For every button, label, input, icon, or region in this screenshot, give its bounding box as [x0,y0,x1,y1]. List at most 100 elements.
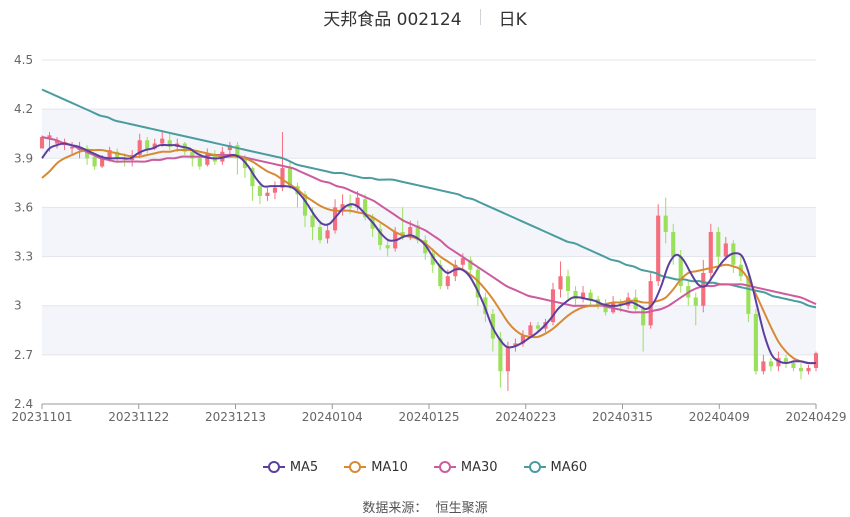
x-tick-label: 20240315 [592,410,653,424]
candle-body [663,215,668,232]
chart-legend: MA5 MA10 MA30 MA60 [0,456,850,478]
candle-body [430,253,435,265]
ma60-line [41,88,817,309]
candle-body [468,259,473,270]
x-tick-label: 20240409 [689,410,750,424]
data-source: 数据来源： 恒生聚源 [0,497,850,516]
candle-body [47,135,52,139]
legend-marker-icon [433,461,456,473]
candle-body [528,325,533,336]
legend-marker-icon [344,461,367,473]
candle-body [813,353,819,368]
candle-body [641,308,646,326]
y-tick-label: 3.9 [14,151,33,165]
ma10-line [41,148,817,365]
candle-body [205,153,210,165]
candle-body [227,145,232,151]
x-tick-label: 20231101 [11,410,72,424]
candle-body [39,136,45,149]
legend-item-ma10[interactable]: MA10 [344,460,408,475]
candle-body [701,272,706,306]
y-tick-label: 4.5 [14,53,33,67]
candle-body [558,276,563,290]
candle-body [768,361,773,367]
candle-body [498,338,503,372]
grid-band [42,109,816,159]
candle-body [671,232,676,257]
candle-body [513,343,518,347]
candle-body [408,227,413,237]
candle-body [535,325,541,329]
candle-body [107,150,112,159]
candle-body [310,215,315,228]
candle-body [753,313,758,372]
y-tick-label: 2.4 [14,397,33,411]
chart-title: 天邦食品 002124 [323,9,462,30]
legend-label: MA30 [460,459,498,475]
legend-item-ma30[interactable]: MA30 [433,459,498,475]
candle-body [115,151,120,159]
candle-body [791,363,796,368]
y-tick-label: 3.6 [14,200,33,214]
candle-body [798,367,804,372]
candle-body [340,204,345,211]
legend-marker-icon [523,461,546,473]
candle-body [723,243,728,257]
candle-body [550,289,556,323]
candle-body [565,276,571,291]
candle-body [363,199,368,218]
ma5-line [41,142,817,365]
legend-item-ma5[interactable]: MA5 [262,459,319,475]
candle-body [423,240,428,254]
period-tab[interactable]: 日K [498,9,527,30]
y-tick-label: 3 [14,299,22,313]
candle-body [167,140,172,147]
candle-body [348,204,353,208]
candle-body [317,227,323,241]
candle-body [460,258,465,265]
title-divider [479,9,481,25]
legend-label: MA5 [289,459,319,475]
x-tick-label: 20240104 [302,410,363,424]
x-tick-label: 20240223 [495,410,556,424]
candle-body [257,186,262,196]
candle-body [152,143,157,149]
candle-body [265,192,270,196]
data-source-label: 数据来源： [362,501,428,516]
ma30-line [41,136,817,314]
candle-body [69,146,75,149]
x-tick-label: 20231213 [205,410,266,424]
candle-body [280,168,285,188]
x-tick-label: 20231122 [108,410,169,424]
candle-body [272,187,278,193]
candle-body [693,297,698,306]
candle-body [776,358,781,367]
candle-body [302,194,308,216]
candle-body [708,232,713,273]
candle-body [580,292,586,300]
legend-item-ma60[interactable]: MA60 [523,460,587,475]
candle-body [746,276,751,314]
legend-label: MA10 [371,459,408,475]
candle-body [385,245,390,249]
candle-body [287,168,293,187]
candle-body [656,215,661,282]
y-tick-label: 3.3 [14,250,33,264]
candle-body [378,228,383,246]
candle-body [190,151,195,159]
candle-body [783,358,789,364]
grid-band [42,305,816,355]
candle-body [505,346,510,372]
candle-body [235,145,240,159]
candle-body [678,256,683,287]
candle-body [716,232,721,257]
candle-body [325,230,330,239]
candle-body [415,225,420,241]
data-source-name: 恒生聚源 [435,501,488,516]
candle-body [197,158,202,167]
y-tick-label: 2.7 [14,348,33,362]
candle-body [100,158,105,167]
candle-body [806,367,811,372]
candle-body [445,276,450,287]
candle-body [54,140,60,144]
